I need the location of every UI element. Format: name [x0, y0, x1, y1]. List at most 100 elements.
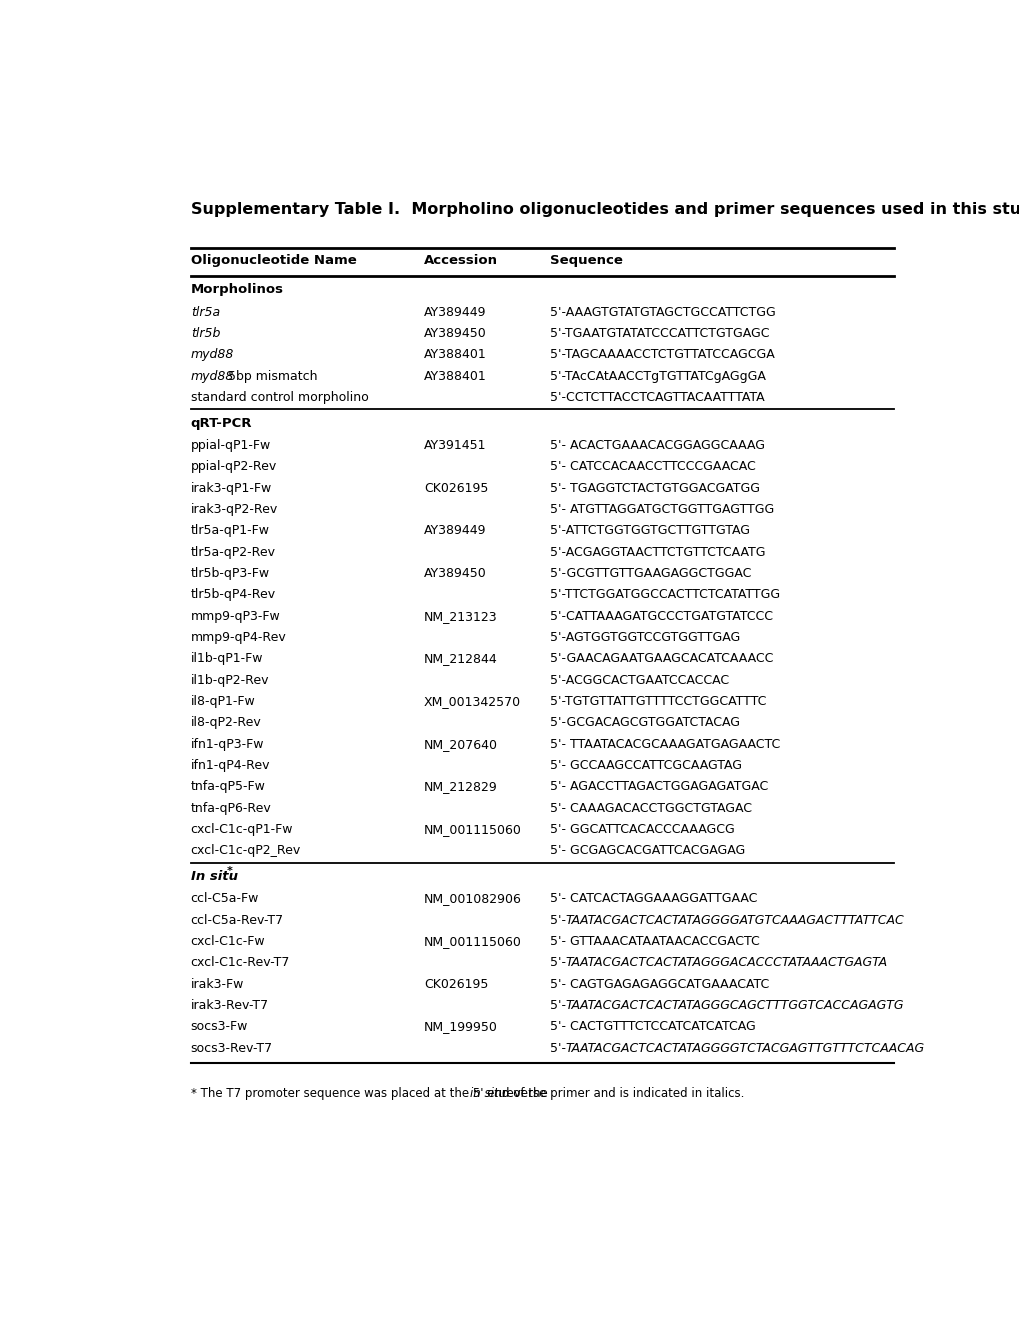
Text: *: * — [227, 866, 232, 875]
Text: In situ: In situ — [191, 870, 237, 883]
Text: tlr5b-qP3-Fw: tlr5b-qP3-Fw — [191, 568, 270, 579]
Text: 5'- GCCAAGCCATTCGCAAGTAG: 5'- GCCAAGCCATTCGCAAGTAG — [550, 759, 742, 772]
Text: tlr5b: tlr5b — [191, 327, 220, 341]
Text: 5'- GCGAGCACGATTCACGAGAG: 5'- GCGAGCACGATTCACGAGAG — [550, 845, 745, 858]
Text: il8-qP2-Rev: il8-qP2-Rev — [191, 717, 261, 730]
Text: cxcl-C1c-qP2_Rev: cxcl-C1c-qP2_Rev — [191, 845, 301, 858]
Text: mmp9-qP3-Fw: mmp9-qP3-Fw — [191, 610, 280, 623]
Text: 5'-TAcCAtAACCTgTGTTATCgAGgGA: 5'-TAcCAtAACCTgTGTTATCgAGgGA — [550, 370, 765, 383]
Text: 5'-: 5'- — [550, 1041, 570, 1055]
Text: ppial-qP1-Fw: ppial-qP1-Fw — [191, 440, 271, 451]
Text: 5'-ATTCTGGTGGTGCTTGTTGTAG: 5'-ATTCTGGTGGTGCTTGTTGTAG — [550, 524, 750, 537]
Text: 5'-: 5'- — [550, 956, 570, 969]
Text: NM_001082906: NM_001082906 — [424, 892, 522, 906]
Text: irak3-Fw: irak3-Fw — [191, 978, 244, 990]
Text: NM_213123: NM_213123 — [424, 610, 497, 623]
Text: TAATACGACTCACTATAGGGCAGCTTTGGTCACCAGAGTG: TAATACGACTCACTATAGGGCAGCTTTGGTCACCAGAGTG — [566, 999, 904, 1012]
Text: AY389449: AY389449 — [424, 524, 486, 537]
Text: AY388401: AY388401 — [424, 370, 486, 383]
Text: TAATACGACTCACTATAGGGGTCTACGAGTTGTTTCTCAACAG: TAATACGACTCACTATAGGGGTCTACGAGTTGTTTCTCAA… — [566, 1041, 924, 1055]
Text: socs3-Rev-T7: socs3-Rev-T7 — [191, 1041, 273, 1055]
Text: tlr5a: tlr5a — [191, 306, 220, 318]
Text: NM_212829: NM_212829 — [424, 780, 497, 793]
Text: 5'-GCGTTGTTGAAGAGGCTGGAC: 5'-GCGTTGTTGAAGAGGCTGGAC — [550, 568, 751, 579]
Text: 5bp mismatch: 5bp mismatch — [224, 370, 318, 383]
Text: 5'-ACGAGGTAACTTCTGTTCTCAATG: 5'-ACGAGGTAACTTCTGTTCTCAATG — [550, 545, 765, 558]
Text: cxcl-C1c-Fw: cxcl-C1c-Fw — [191, 935, 265, 948]
Text: AY388401: AY388401 — [424, 348, 486, 362]
Text: irak3-Rev-T7: irak3-Rev-T7 — [191, 999, 269, 1012]
Text: in situ: in situ — [470, 1088, 505, 1101]
Text: 5'- CATCACTAGGAAAGGATTGAAC: 5'- CATCACTAGGAAAGGATTGAAC — [550, 892, 757, 906]
Text: 5'-AAAGTGTATGTAGCTGCCATTCTGG: 5'-AAAGTGTATGTAGCTGCCATTCTGG — [550, 306, 775, 318]
Text: cxcl-C1c-qP1-Fw: cxcl-C1c-qP1-Fw — [191, 824, 292, 836]
Text: tlr5a-qP1-Fw: tlr5a-qP1-Fw — [191, 524, 269, 537]
Text: myd88: myd88 — [191, 370, 234, 383]
Text: il8-qP1-Fw: il8-qP1-Fw — [191, 696, 255, 708]
Text: ifn1-qP3-Fw: ifn1-qP3-Fw — [191, 738, 264, 751]
Text: NM_207640: NM_207640 — [424, 738, 497, 751]
Text: Sequence: Sequence — [550, 253, 623, 267]
Text: 5'- TGAGGTCTACTGTGGACGATGG: 5'- TGAGGTCTACTGTGGACGATGG — [550, 482, 760, 495]
Text: 5'-TTCTGGATGGCCACTTCTCATATTGG: 5'-TTCTGGATGGCCACTTCTCATATTGG — [550, 589, 780, 602]
Text: ccl-C5a-Rev-T7: ccl-C5a-Rev-T7 — [191, 913, 283, 927]
Text: 5'- CATCCACAACCTTCCCGAACAC: 5'- CATCCACAACCTTCCCGAACAC — [550, 461, 755, 474]
Text: Oligonucleotide Name: Oligonucleotide Name — [191, 253, 357, 267]
Text: 5'- CAGTGAGAGAGGCATGAAACATC: 5'- CAGTGAGAGAGGCATGAAACATC — [550, 978, 769, 990]
Text: qRT-PCR: qRT-PCR — [191, 417, 252, 429]
Text: Supplementary Table I.  Morpholino oligonucleotides and primer sequences used in: Supplementary Table I. Morpholino oligon… — [191, 202, 1019, 218]
Text: il1b-qP2-Rev: il1b-qP2-Rev — [191, 673, 269, 686]
Text: CK026195: CK026195 — [424, 482, 488, 495]
Text: Morpholinos: Morpholinos — [191, 284, 283, 297]
Text: reverse primer and is indicated in italics.: reverse primer and is indicated in itali… — [497, 1088, 744, 1101]
Text: socs3-Fw: socs3-Fw — [191, 1020, 248, 1034]
Text: 5'-: 5'- — [550, 913, 570, 927]
Text: 5'-CCTCTTACCTCAGTTACAATTTATA: 5'-CCTCTTACCTCAGTTACAATTTATA — [550, 391, 764, 404]
Text: 5'- ACACTGAAACACGGAGGCAAAG: 5'- ACACTGAAACACGGAGGCAAAG — [550, 440, 764, 451]
Text: 5'-ACGGCACTGAATCCACCAC: 5'-ACGGCACTGAATCCACCAC — [550, 673, 729, 686]
Text: 5'- TTAATACACGCAAAGATGAGAACTC: 5'- TTAATACACGCAAAGATGAGAACTC — [550, 738, 780, 751]
Text: NM_212844: NM_212844 — [424, 652, 497, 665]
Text: NM_199950: NM_199950 — [424, 1020, 497, 1034]
Text: 5'- GGCATTCACACCCAAAGCG: 5'- GGCATTCACACCCAAAGCG — [550, 824, 735, 836]
Text: irak3-qP1-Fw: irak3-qP1-Fw — [191, 482, 272, 495]
Text: standard control morpholino: standard control morpholino — [191, 391, 368, 404]
Text: myd88: myd88 — [191, 348, 234, 362]
Text: tnfa-qP5-Fw: tnfa-qP5-Fw — [191, 780, 265, 793]
Text: 5'-TGAATGTATATCCCATTCTGTGAGC: 5'-TGAATGTATATCCCATTCTGTGAGC — [550, 327, 769, 341]
Text: 5'- GTTAAACATAATAACACCGACTC: 5'- GTTAAACATAATAACACCGACTC — [550, 935, 759, 948]
Text: NM_001115060: NM_001115060 — [424, 935, 522, 948]
Text: il1b-qP1-Fw: il1b-qP1-Fw — [191, 652, 263, 665]
Text: cxcl-C1c-Rev-T7: cxcl-C1c-Rev-T7 — [191, 956, 289, 969]
Text: 5'- ATGTTAGGATGCTGGTTGAGTTGG: 5'- ATGTTAGGATGCTGGTTGAGTTGG — [550, 503, 773, 516]
Text: 5'- AGACCTTAGACTGGAGAGATGAC: 5'- AGACCTTAGACTGGAGAGATGAC — [550, 780, 768, 793]
Text: CK026195: CK026195 — [424, 978, 488, 990]
Text: TAATACGACTCACTATAGGGGATGTCAAAGACTTTATTCAC: TAATACGACTCACTATAGGGGATGTCAAAGACTTTATTCA… — [566, 913, 904, 927]
Text: * The T7 promoter sequence was placed at the 5' end of the: * The T7 promoter sequence was placed at… — [191, 1088, 550, 1101]
Text: AY391451: AY391451 — [424, 440, 486, 451]
Text: 5'-GCGACAGCGTGGATCTACAG: 5'-GCGACAGCGTGGATCTACAG — [550, 717, 740, 730]
Text: 5'-TAGCAAAACCTCTGTTATCCAGCGA: 5'-TAGCAAAACCTCTGTTATCCAGCGA — [550, 348, 774, 362]
Text: 5'-AGTGGTGGTCCGTGGTTGAG: 5'-AGTGGTGGTCCGTGGTTGAG — [550, 631, 740, 644]
Text: tlr5b-qP4-Rev: tlr5b-qP4-Rev — [191, 589, 275, 602]
Text: TAATACGACTCACTATAGGGACACCCTATAAACTGAGTA: TAATACGACTCACTATAGGGACACCCTATAAACTGAGTA — [566, 956, 888, 969]
Text: irak3-qP2-Rev: irak3-qP2-Rev — [191, 503, 278, 516]
Text: tlr5a-qP2-Rev: tlr5a-qP2-Rev — [191, 545, 275, 558]
Text: Accession: Accession — [424, 253, 497, 267]
Text: 5'- CACTGTTTCTCCATCATCATCAG: 5'- CACTGTTTCTCCATCATCATCAG — [550, 1020, 755, 1034]
Text: XM_001342570: XM_001342570 — [424, 696, 521, 708]
Text: NM_001115060: NM_001115060 — [424, 824, 522, 836]
Text: 5'-TGTGTTATTGTTTTCCTGGCATTTC: 5'-TGTGTTATTGTTTTCCTGGCATTTC — [550, 696, 766, 708]
Text: ifn1-qP4-Rev: ifn1-qP4-Rev — [191, 759, 270, 772]
Text: tnfa-qP6-Rev: tnfa-qP6-Rev — [191, 801, 271, 814]
Text: 5'-CATTAAAGATGCCCTGATGTATCCC: 5'-CATTAAAGATGCCCTGATGTATCCC — [550, 610, 772, 623]
Text: 5'-: 5'- — [550, 999, 570, 1012]
Text: AY389450: AY389450 — [424, 327, 486, 341]
Text: 5'-GAACAGAATGAAGCACATCAAACC: 5'-GAACAGAATGAAGCACATCAAACC — [550, 652, 773, 665]
Text: ccl-C5a-Fw: ccl-C5a-Fw — [191, 892, 259, 906]
Text: ppial-qP2-Rev: ppial-qP2-Rev — [191, 461, 277, 474]
Text: mmp9-qP4-Rev: mmp9-qP4-Rev — [191, 631, 286, 644]
Text: AY389449: AY389449 — [424, 306, 486, 318]
Text: AY389450: AY389450 — [424, 568, 486, 579]
Text: 5'- CAAAGACACCTGGCTGTAGAC: 5'- CAAAGACACCTGGCTGTAGAC — [550, 801, 752, 814]
